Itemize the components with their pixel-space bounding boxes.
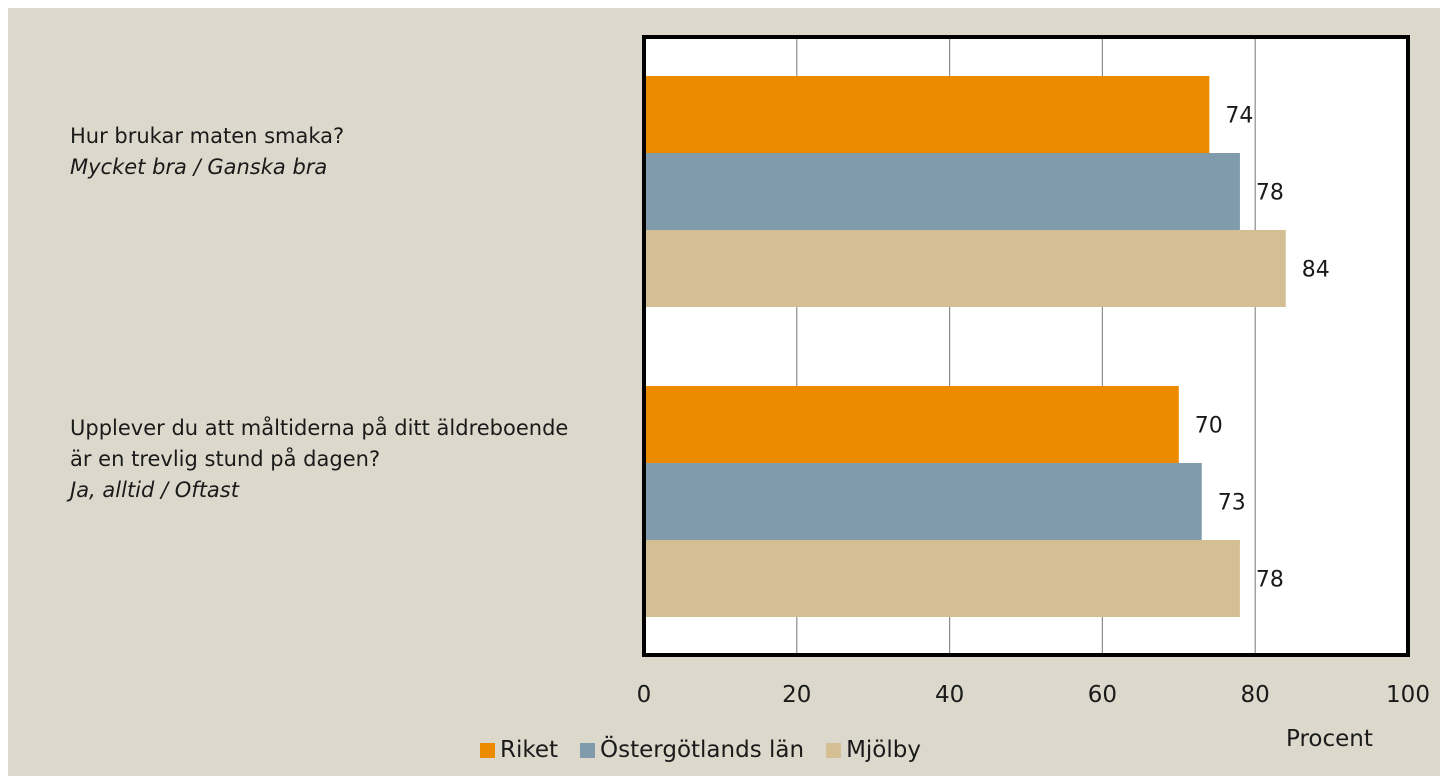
data-label: 78 [1256,568,1284,593]
legend-item-riket: Riket [480,737,558,763]
legend-swatch-ostergotland [580,742,596,758]
legend-item-ostergotland: Östergötlands län [580,737,804,763]
x-axis-unit-label: Procent [1286,726,1373,752]
data-label: 84 [1302,258,1330,283]
data-label: 70 [1195,414,1223,439]
data-label: 73 [1218,491,1246,516]
data-label: 78 [1256,181,1284,206]
x-tick-label: 40 [935,682,964,708]
x-tick-label: 80 [1241,682,1270,708]
x-tick-label: 100 [1386,682,1430,708]
bar [645,540,1240,617]
legend: Riket Östergötlands län Mjölby [480,730,943,770]
data-label: 74 [1225,104,1253,129]
legend-swatch-riket [480,742,495,758]
x-tick-label: 0 [637,682,652,708]
legend-label-ostergotland: Östergötlands län [600,737,805,763]
category-2-question: Upplever du att måltiderna på ditt äldre… [70,416,569,471]
bar [645,230,1286,307]
category-1-question: Hur brukar maten smaka? [70,124,345,148]
legend-label-riket: Riket [500,737,559,763]
bar [645,463,1202,540]
bar [645,386,1179,463]
x-tick-label: 60 [1088,682,1117,708]
plot-border [642,35,1410,657]
category-2-answer: Ja, alltid / Oftast [70,478,239,502]
category-1-answer: Mycket bra / Ganska bra [70,155,328,179]
legend-swatch-mjolby [826,742,842,758]
x-tick-label: 20 [782,682,811,708]
bar [645,153,1240,230]
legend-item-mjolby: Mjölby [826,737,921,763]
category-label-2: Upplever du att måltiderna på ditt äldre… [70,413,590,506]
bar [645,76,1210,153]
category-label-1: Hur brukar maten smaka? Mycket bra / Gan… [70,121,590,183]
legend-label-mjolby: Mjölby [846,737,921,763]
